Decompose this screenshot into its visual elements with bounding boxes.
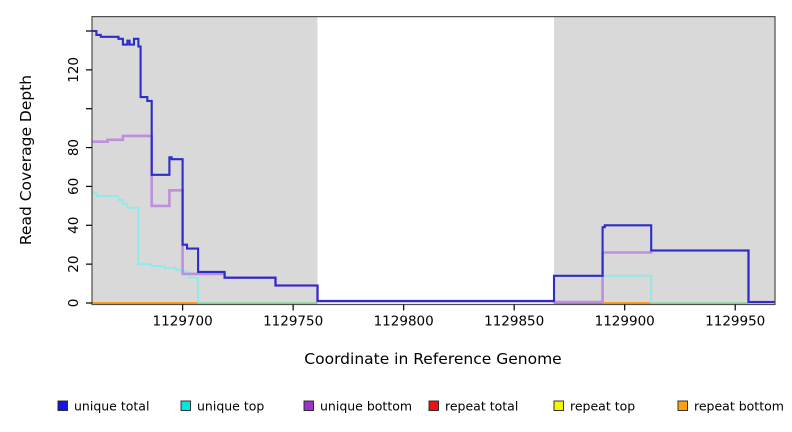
legend-label: repeat total [445, 399, 518, 414]
legend-swatch [428, 400, 439, 411]
y-axis: 0 20 40 60 80 120 [66, 30, 92, 308]
plot-panels [92, 16, 775, 305]
x-tick-label: 1129900 [595, 314, 655, 330]
legend-item-unique-total: unique total [57, 399, 149, 414]
x-axis-title: Coordinate in Reference Genome [304, 350, 561, 368]
y-tick-label: 20 [66, 256, 82, 273]
legend-item-repeat-total: repeat total [428, 399, 518, 414]
x-tick-label: 1129950 [705, 314, 765, 330]
legend-item-unique-bottom: unique bottom [303, 399, 412, 414]
legend-item-repeat-bottom: repeat bottom [677, 399, 784, 414]
x-tick-label: 1129850 [484, 314, 544, 330]
plot-series-lines [92, 29, 775, 304]
y-tick-label: 0 [66, 299, 82, 308]
legend-label: repeat top [570, 399, 635, 414]
legend-label: unique bottom [320, 399, 412, 414]
plot-box [91, 16, 776, 306]
x-tick-label: 1129700 [153, 314, 213, 330]
x-tick-label: 1129750 [263, 314, 323, 330]
right-gray-panel [553, 16, 775, 305]
y-tick-label: 80 [66, 139, 82, 156]
y-tick-label: 120 [66, 57, 82, 83]
legend-swatch [303, 400, 314, 411]
legend-item-unique-top: unique top [180, 399, 264, 414]
x-tick-label: 1129800 [374, 314, 434, 330]
plot-frame [91, 16, 776, 306]
legend-swatch [553, 400, 564, 411]
legend-swatch [57, 400, 68, 411]
legend-label: unique total [74, 399, 149, 414]
chart-legend: unique total unique top unique bottom repea… [57, 399, 784, 414]
left-gray-panel [92, 16, 318, 305]
legend-item-repeat-top: repeat top [553, 399, 635, 414]
y-axis-title: Read Coverage Depth [17, 75, 35, 245]
legend-swatch [677, 400, 688, 411]
legend-label: repeat bottom [694, 399, 784, 414]
legend-label: unique top [197, 399, 264, 414]
legend-swatch [180, 400, 191, 411]
series-unique-total-line [92, 29, 775, 304]
y-tick-label: 40 [66, 217, 82, 234]
x-axis: 1129700 1129750 1129800 1129850 1129900 11299… [153, 304, 765, 330]
y-tick-label: 60 [66, 178, 82, 195]
series-unique-top-line [92, 191, 199, 303]
